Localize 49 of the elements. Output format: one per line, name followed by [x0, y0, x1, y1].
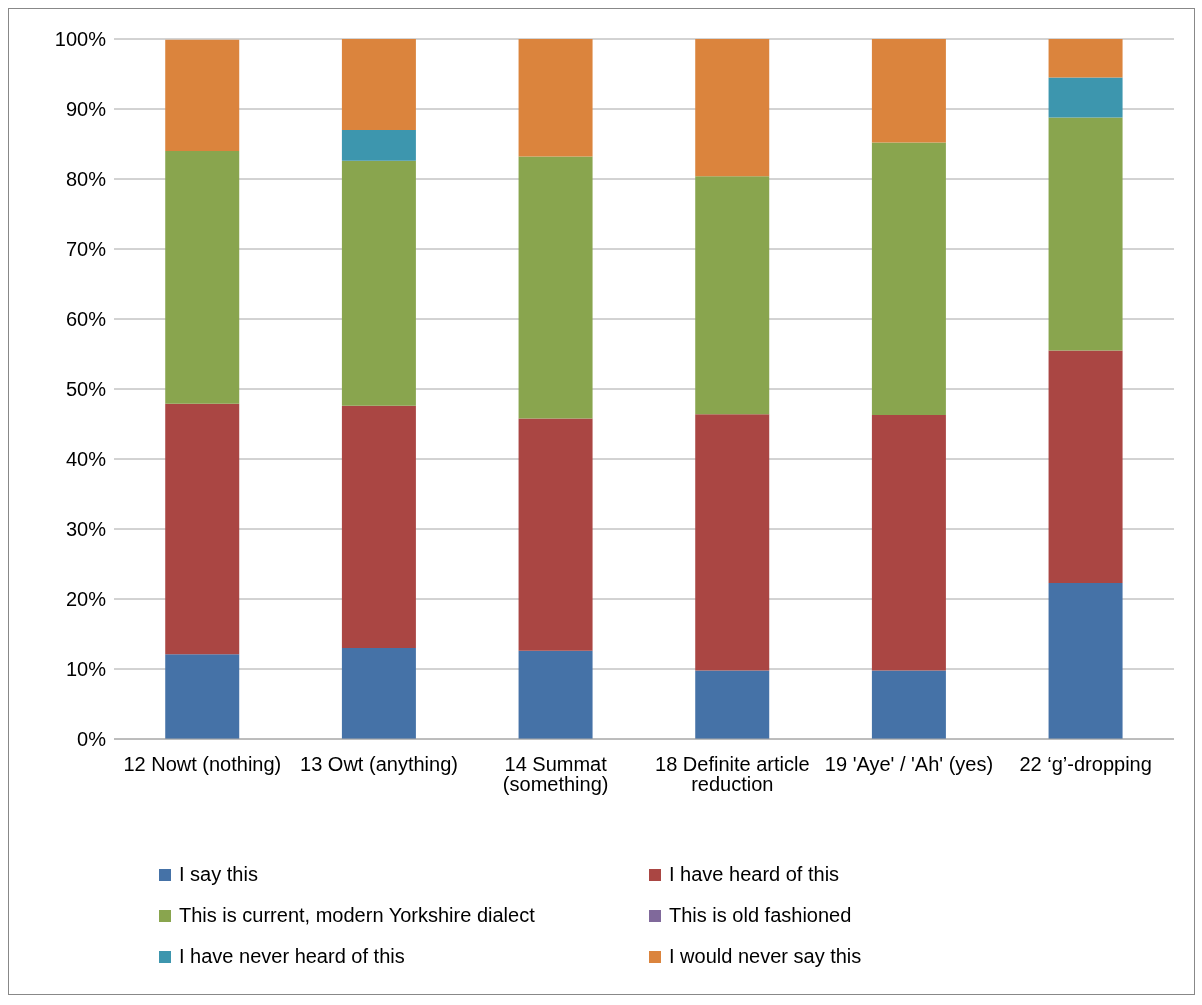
- legend-label: I would never say this: [669, 945, 862, 968]
- y-tick-label: 0%: [77, 728, 107, 751]
- bar: [695, 39, 770, 177]
- bar: [165, 403, 240, 655]
- bar: [695, 176, 770, 415]
- y-tick-label: 90%: [65, 98, 107, 121]
- y-tick-label: 80%: [65, 168, 107, 191]
- x-tick-label: 19 'Aye' / 'Ah' (yes): [824, 753, 994, 776]
- x-tick-label: 13 Owt (anything): [300, 753, 458, 776]
- legend-label: This is current, modern Yorkshire dialect: [179, 904, 535, 927]
- legend-label: I have never heard of this: [179, 945, 405, 968]
- bar: [341, 160, 416, 406]
- y-tick-label: 50%: [65, 378, 107, 401]
- y-tick-label: 10%: [65, 658, 107, 681]
- bar: [518, 650, 593, 739]
- bar: [518, 39, 593, 157]
- y-tick-label: 20%: [65, 588, 107, 611]
- x-tick-label: 12 Nowt (nothing): [123, 753, 282, 776]
- x-tick-label: 18 Definite article reduction: [655, 753, 810, 796]
- bar: [1048, 350, 1123, 583]
- legend-label: I say this: [179, 863, 258, 886]
- bar: [518, 418, 593, 651]
- bar: [341, 405, 416, 648]
- bar: [341, 39, 416, 130]
- legend-label: I have heard of this: [669, 863, 840, 886]
- bar: [165, 39, 240, 151]
- y-tick-label: 100%: [54, 28, 107, 51]
- bar: [518, 156, 593, 419]
- bar: [1048, 77, 1123, 118]
- bar: [871, 142, 946, 415]
- y-tick-label: 70%: [65, 238, 107, 261]
- legend-label: This is old fashioned: [669, 904, 852, 927]
- bar: [341, 648, 416, 739]
- bar: [1048, 39, 1123, 78]
- y-tick-label: 30%: [65, 518, 107, 541]
- bar: [695, 414, 770, 671]
- y-tick-label: 40%: [65, 448, 107, 471]
- bar: [1048, 117, 1123, 351]
- bar: [871, 670, 946, 739]
- bar: [165, 654, 240, 739]
- bar: [341, 130, 416, 161]
- bar: [871, 39, 946, 143]
- x-tick-label: 22 ‘g’-dropping: [1019, 753, 1152, 776]
- bar: [165, 151, 240, 404]
- bar: [871, 414, 946, 671]
- bar: [695, 670, 770, 739]
- y-tick-label: 60%: [65, 308, 107, 331]
- x-tick-label: 14 Summat (something): [502, 753, 609, 796]
- bar: [1048, 582, 1123, 739]
